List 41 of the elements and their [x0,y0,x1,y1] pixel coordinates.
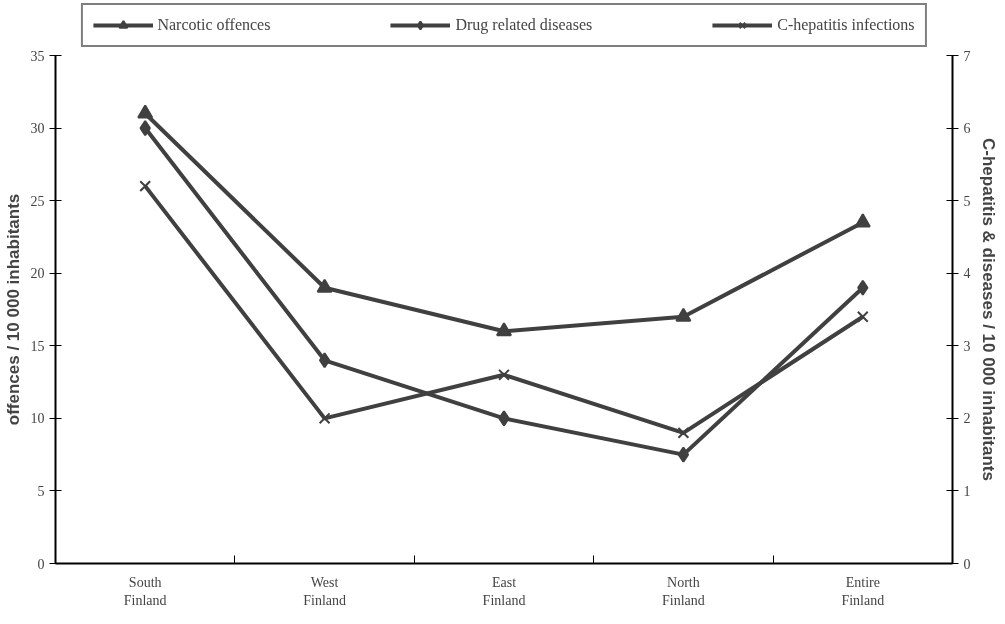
point [675,307,692,322]
y-tick-label: 5 [37,483,45,499]
y2-tick-label: 5 [963,193,971,209]
y2-axis-title: C-hepatitis & diseases / 10 000 inhabitants [978,138,998,481]
y2-tick-label: 4 [963,266,971,282]
point [318,352,331,369]
x-tick-label: Entire Finland [841,574,885,608]
y-tick-label: 20 [30,266,45,282]
point [316,278,333,293]
point [677,446,690,463]
y2-tick-label: 6 [963,121,971,137]
point [677,426,690,439]
y-tick-label: 30 [30,121,45,137]
y-tick-label: 25 [30,193,45,209]
y2-tick-label: 0 [963,556,971,572]
y-tick-label: 0 [37,556,45,572]
y-tick-label: 10 [30,411,45,427]
point [854,213,871,228]
point [498,410,510,427]
y-tick-label: 15 [30,338,45,354]
x-tick-label: West Finland [303,574,346,608]
x-tick-label: North Finland [662,574,705,608]
y2-tick-label: 1 [963,483,971,499]
point [139,180,152,193]
point [498,368,510,381]
y-tick-label: 35 [30,48,45,64]
point [856,310,869,323]
point [318,412,331,425]
x-tick-label: East Finland [482,574,526,608]
point [496,322,512,337]
legend-label: Drug related diseases [455,16,593,34]
y-axis-title: offences / 10 000 inhabitants [3,193,23,426]
point [139,120,151,137]
point [857,279,869,296]
x-tick-label: South Finland [123,574,167,608]
point [137,104,154,119]
legend-label: Narcotic offences [157,16,271,34]
legend-label: C-hepatitis infections [777,16,915,34]
y2-tick-label: 2 [963,411,971,427]
y2-tick-label: 7 [963,48,971,64]
y2-tick-label: 3 [963,338,971,354]
